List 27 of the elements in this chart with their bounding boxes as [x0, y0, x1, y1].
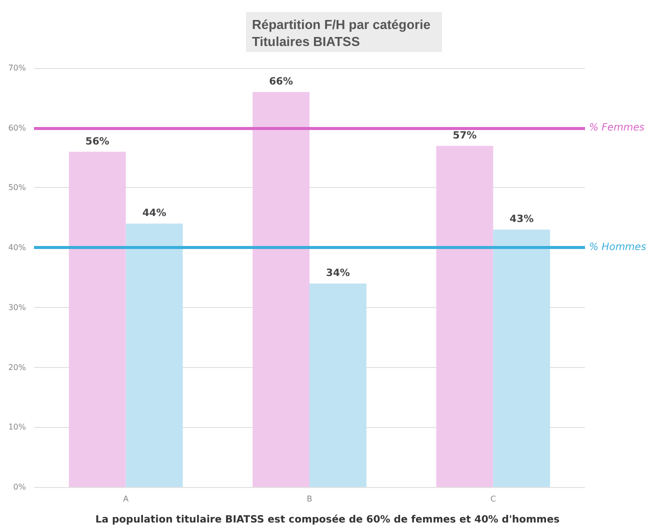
bar — [126, 224, 183, 487]
x-tick-label: A — [123, 494, 130, 504]
y-tick-label: 10% — [8, 422, 26, 432]
text: 44% — [142, 208, 166, 220]
ref-line-label: % Femmes — [589, 122, 644, 134]
y-tick-label: 30% — [8, 302, 26, 312]
y-tick-label: 20% — [8, 362, 26, 372]
text: 34% — [326, 268, 350, 279]
ref-line-label: % Hommes — [589, 242, 646, 254]
y-tick-label: 40% — [8, 243, 26, 252]
bar — [252, 92, 310, 487]
x-tick-label: C — [490, 494, 496, 504]
bar — [493, 230, 550, 487]
y-tick-label: 50% — [8, 183, 26, 192]
text: 43% — [510, 214, 534, 226]
bar — [310, 283, 366, 487]
text: La population titulaire BIATSS est composée de 60% de femmes et 40% d'hommes — [95, 514, 560, 526]
text: 57% — [452, 130, 477, 142]
chart-title: Répartition F/H par catégorie Titulaires BIATSS — [252, 17, 430, 49]
bar — [68, 152, 126, 487]
y-tick-label: 60% — [8, 123, 26, 132]
text: 66% — [269, 76, 293, 88]
text: 56% — [85, 136, 110, 148]
bar — [436, 146, 494, 487]
y-tick-label: 0% — [13, 482, 26, 492]
y-tick-label: 70% — [8, 64, 26, 72]
x-tick-label: B — [306, 494, 312, 504]
